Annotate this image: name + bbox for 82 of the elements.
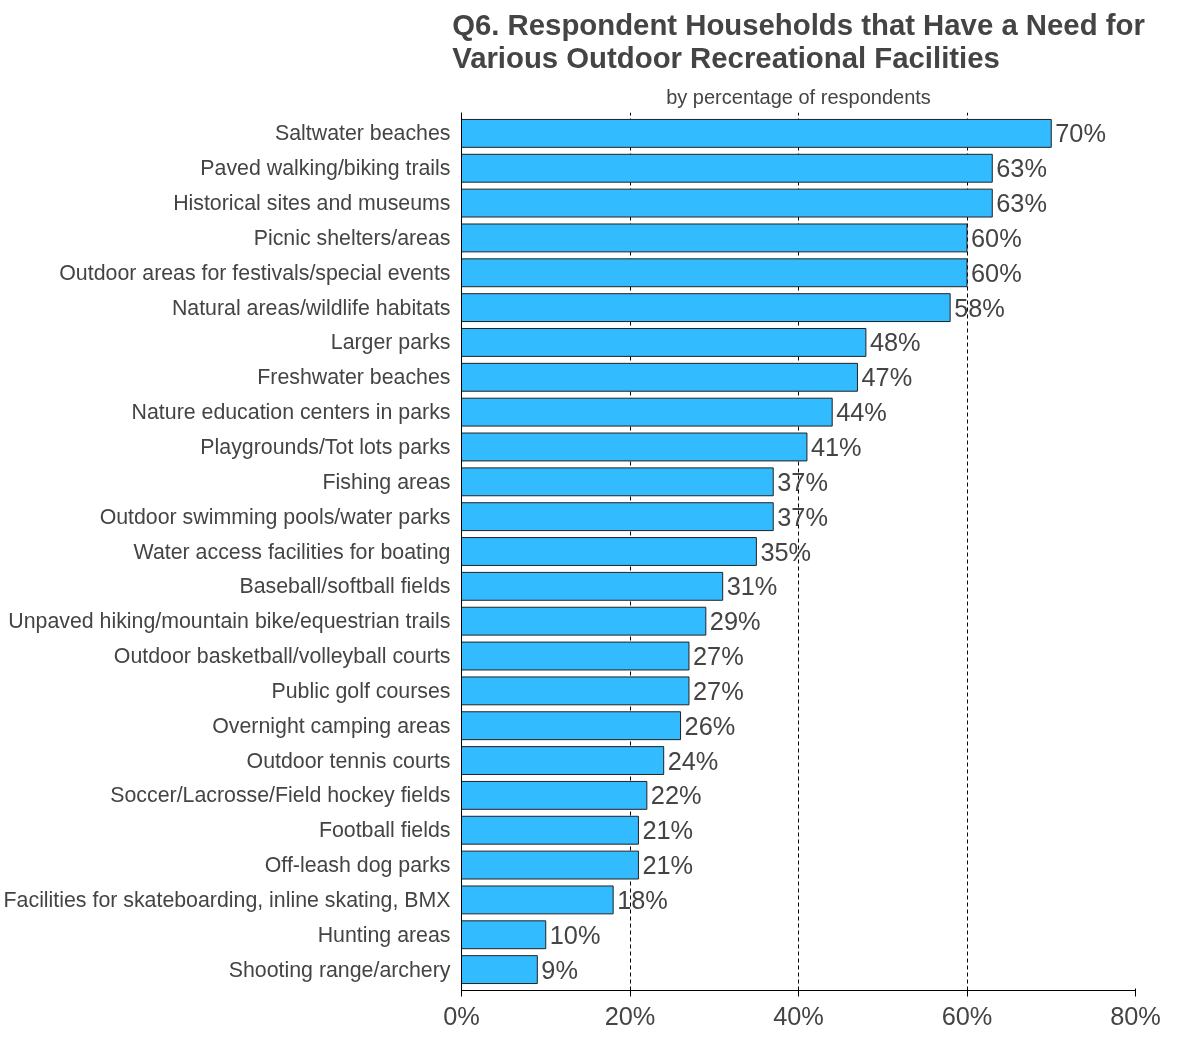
bar [461, 676, 690, 706]
y-tick-label: Freshwater beaches [257, 365, 451, 390]
y-tick-label: Nature education centers in parks [131, 400, 451, 425]
bar [461, 920, 547, 950]
bar [461, 153, 993, 183]
data-label: 31% [726, 572, 778, 601]
bar [461, 223, 968, 253]
x-tick-label: 40% [773, 1001, 824, 1030]
data-label: 9% [541, 955, 578, 984]
bar [461, 815, 639, 845]
data-label: 63% [996, 154, 1047, 183]
y-tick-label: Playgrounds/Tot lots parks [200, 434, 451, 459]
bar [461, 746, 665, 775]
y-tick-label: Fishing areas [322, 469, 451, 494]
data-label: 70% [1055, 119, 1106, 148]
bar [461, 118, 1052, 148]
data-label: 27% [692, 642, 744, 671]
data-label: 44% [836, 398, 887, 427]
bar [461, 641, 690, 671]
bar [461, 432, 808, 462]
y-tick-label: Outdoor basketball/volleyball courts [113, 644, 451, 669]
data-label: 60% [971, 258, 1022, 287]
y-tick-label: Off-leash dog parks [264, 853, 451, 878]
bar [461, 328, 867, 357]
data-label: 58% [954, 293, 1005, 322]
data-label: 47% [861, 363, 913, 392]
y-tick-label: Natural areas/wildlife habitats [171, 295, 451, 320]
bar [461, 606, 707, 636]
y-tick-label: Outdoor swimming pools/water parks [99, 504, 451, 529]
bar [461, 850, 639, 880]
bar [461, 362, 858, 392]
y-tick-label: Public golf courses [271, 678, 451, 703]
bar [461, 537, 757, 566]
bar [461, 293, 951, 323]
data-label: 29% [709, 607, 761, 636]
y-tick-label: Saltwater beaches [275, 121, 451, 146]
chart-title: Q6. Respondent Households that Have a Need for Various Outdoor Recreational Facilities [452, 7, 1145, 74]
data-label: 37% [777, 502, 828, 531]
y-tick-label: Paved walking/biking trails [200, 156, 451, 181]
y-tick-label: Water access facilities for boating [133, 539, 451, 564]
bar [461, 711, 682, 741]
data-label: 41% [810, 432, 862, 461]
data-label: 10% [549, 920, 601, 949]
data-label: 63% [996, 189, 1047, 218]
data-label: 26% [684, 711, 736, 740]
data-label: 21% [642, 816, 694, 845]
data-label: 48% [869, 328, 921, 357]
y-tick-label: Facilities for skateboarding, inline skating, BMX [3, 887, 451, 912]
data-label: 18% [617, 885, 668, 914]
y-tick-label: Baseball/softball fields [239, 574, 451, 599]
y-tick-label: Football fields [318, 818, 451, 843]
x-tick-label: 80% [1110, 1001, 1161, 1030]
bar [461, 397, 833, 427]
data-label: 37% [777, 467, 828, 496]
data-label: 60% [971, 223, 1022, 252]
data-label: 27% [692, 676, 744, 705]
bar [461, 885, 614, 915]
data-label: 21% [642, 851, 694, 880]
y-tick-label: Unpaved hiking/mountain bike/equestrian trails [8, 609, 451, 634]
bar [461, 502, 774, 532]
y-tick-label: Hunting areas [317, 922, 451, 947]
bar [461, 188, 993, 218]
y-tick-label: Overnight camping areas [212, 713, 451, 738]
data-label: 24% [667, 746, 719, 775]
bar [461, 780, 648, 810]
x-tick-label: 60% [941, 1001, 993, 1030]
bar [461, 258, 968, 288]
y-tick-label: Soccer/Lacrosse/Field hockey fields [110, 783, 451, 808]
bar [461, 467, 774, 497]
x-tick-label: 0% [443, 1001, 480, 1030]
y-tick-label: Shooting range/archery [228, 957, 451, 982]
y-tick-label: Picnic shelters/areas [253, 225, 451, 250]
y-tick-label: Larger parks [330, 330, 451, 355]
y-tick-label: Outdoor areas for festivals/special events [59, 260, 451, 285]
data-label: 35% [760, 537, 812, 566]
bar [461, 571, 724, 601]
data-label: 22% [650, 781, 702, 810]
y-tick-label: Outdoor tennis courts [246, 748, 451, 773]
bar [461, 955, 538, 985]
y-tick-label: Historical sites and museums [173, 191, 451, 216]
chart-subtitle: by percentage of respondents [666, 85, 931, 108]
x-tick-label: 20% [604, 1001, 656, 1030]
